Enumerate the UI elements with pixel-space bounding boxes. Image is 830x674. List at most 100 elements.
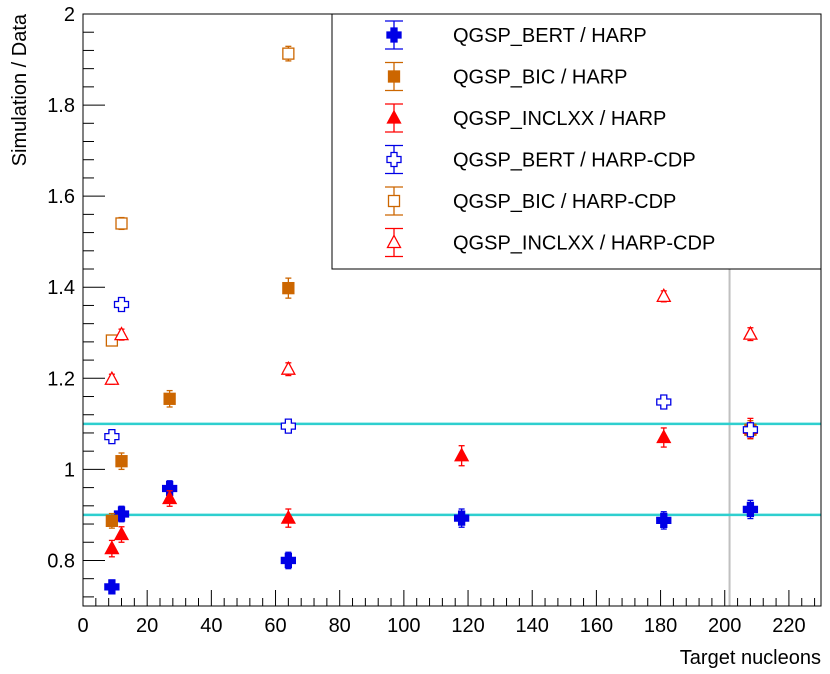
marker <box>282 281 295 295</box>
y-tick-label: 1 <box>64 459 75 481</box>
data-point <box>280 418 297 434</box>
marker <box>104 579 120 595</box>
legend: QGSP_BERT / HARP QGSP_BIC / HARP QGSP_INCL… <box>331 13 822 270</box>
data-point <box>656 427 672 448</box>
marker <box>105 514 119 527</box>
data-point <box>656 287 672 303</box>
legend-label: QGSP_BIC / HARP-CDP <box>453 191 676 213</box>
marker <box>280 418 297 434</box>
data-point <box>454 445 470 467</box>
legend-label: QGSP_BERT / HARP-CDP <box>453 150 696 172</box>
marker <box>105 334 119 347</box>
x-tick-label: 140 <box>516 615 549 637</box>
marker <box>113 296 130 313</box>
x-tick-label: 0 <box>77 615 88 637</box>
y-tick-label: 1.2 <box>47 368 75 390</box>
x-axis-ticks: 0 20 40 60 80 100 120 140 160 180 200 220 <box>77 590 816 637</box>
marker <box>104 428 120 445</box>
marker <box>113 506 130 522</box>
data-point <box>104 539 120 558</box>
legend-entry: QGSP_INCLXX / HARP-CDP <box>385 227 715 258</box>
data-point <box>113 326 130 341</box>
legend-entry: QGSP_BERT / HARP <box>385 20 647 50</box>
marker <box>162 490 178 505</box>
data-point <box>453 508 470 528</box>
y-tick-label: 1.4 <box>47 277 75 299</box>
marker <box>161 480 178 497</box>
marker <box>280 360 296 375</box>
legend-entry: QGSP_BIC / HARP <box>385 61 628 92</box>
data-point <box>113 296 130 313</box>
legend-marker <box>386 151 402 168</box>
marker <box>282 47 295 60</box>
series-4 <box>104 296 759 445</box>
x-tick-label: 160 <box>580 615 613 637</box>
x-tick-label: 220 <box>772 615 805 637</box>
data-point <box>104 370 120 385</box>
legend-marker <box>387 70 401 83</box>
marker <box>656 512 672 529</box>
data-point <box>105 512 119 529</box>
marker <box>656 287 672 302</box>
legend-box <box>331 13 822 270</box>
legend-entry: QGSP_BIC / HARP-CDP <box>385 186 676 216</box>
data-point <box>115 216 128 231</box>
data-point <box>742 499 759 520</box>
legend-marker <box>386 234 402 249</box>
marker <box>113 326 130 341</box>
legend-label: QGSP_BIC / HARP <box>453 67 628 89</box>
legend-marker <box>386 109 402 124</box>
marker <box>115 455 128 468</box>
data-point <box>742 422 759 438</box>
x-tick-label: 180 <box>644 615 677 637</box>
marker <box>104 540 120 555</box>
x-tick-label: 20 <box>136 615 158 637</box>
marker <box>742 325 759 340</box>
data-point <box>163 389 176 408</box>
data-point <box>104 428 120 445</box>
series-1 <box>104 480 759 595</box>
y-tick-label: 2 <box>64 4 75 26</box>
marker <box>454 447 470 462</box>
data-point <box>113 505 130 523</box>
series-6 <box>104 287 759 385</box>
data-point <box>162 490 178 507</box>
y-tick-label: 0.8 <box>47 550 75 572</box>
data-points <box>104 45 759 595</box>
marker <box>656 394 672 410</box>
x-tick-label: 80 <box>329 615 351 637</box>
x-tick-label: 120 <box>451 615 484 637</box>
marker <box>280 509 296 524</box>
marker <box>115 217 128 230</box>
marker <box>163 392 176 405</box>
marker <box>113 526 130 541</box>
data-point <box>656 394 672 410</box>
marker <box>453 510 470 526</box>
y-axis-label: Simulation / Data <box>9 13 31 166</box>
data-point <box>656 511 672 530</box>
data-point <box>282 277 295 299</box>
legend-marker <box>386 27 402 43</box>
data-point <box>742 325 759 342</box>
y-tick-label: 1.8 <box>47 95 75 117</box>
x-tick-label: 40 <box>200 615 222 637</box>
y-tick-label: 1.6 <box>47 186 75 208</box>
data-point <box>280 551 297 570</box>
legend-label: QGSP_BERT / HARP <box>453 25 647 47</box>
x-tick-label: 200 <box>708 615 741 637</box>
y-axis-ticks: 0.8 1 1.2 1.4 1.6 1.8 2 <box>47 4 105 598</box>
data-point <box>113 526 130 543</box>
legend-label: QGSP_INCLXX / HARP <box>453 108 666 130</box>
data-point <box>104 579 120 595</box>
data-point <box>280 360 296 377</box>
x-tick-label: 60 <box>264 615 286 637</box>
marker <box>742 501 759 518</box>
data-point <box>115 452 128 471</box>
marker <box>104 370 120 385</box>
legend-entry: QGSP_INCLXX / HARP <box>385 103 666 133</box>
x-tick-label: 100 <box>387 615 420 637</box>
marker <box>742 422 759 438</box>
data-point <box>280 508 296 528</box>
series-3 <box>104 417 759 558</box>
